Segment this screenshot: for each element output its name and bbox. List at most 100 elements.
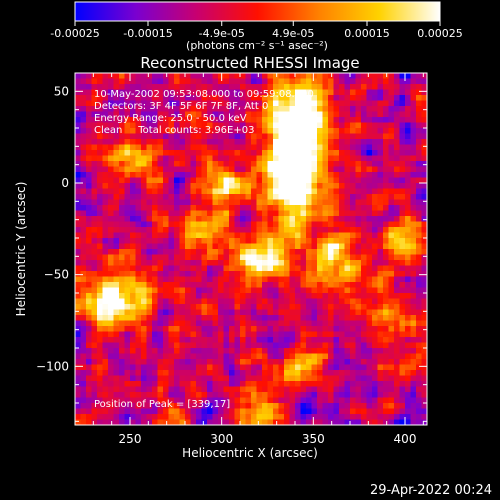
heatmap-cell [218,111,224,118]
heatmap-cell [163,161,169,167]
heatmap-cell [399,238,406,244]
heatmap-cell [179,205,186,211]
heatmap-cell [119,375,125,382]
heatmap-cell [240,122,246,129]
heatmap-cell [333,397,340,404]
heatmap-cell [350,381,356,387]
heatmap-cell [141,397,147,404]
heatmap-cell [339,271,345,277]
heatmap-cell [350,183,356,189]
heatmap-cell [306,331,312,338]
heatmap-cell [383,386,389,393]
heatmap-cell [278,172,285,178]
heatmap-cell [377,227,384,233]
heatmap-cell [295,227,301,233]
heatmap-cell [300,249,307,255]
heatmap-cell [196,199,202,206]
heatmap-cell [240,375,246,382]
heatmap-cell [245,381,252,387]
heatmap-cell [306,254,312,261]
heatmap-cell [97,265,103,272]
heatmap-cell [372,249,378,255]
heatmap-cell [416,397,422,404]
heatmap-cell [102,364,109,371]
heatmap-cell [311,326,318,332]
heatmap-cell [185,282,191,288]
heatmap-cell [212,364,219,371]
heatmap-cell [278,331,285,338]
heatmap-cell [179,331,186,338]
heatmap-cell [410,337,417,343]
heatmap-cell [311,133,318,140]
heatmap-cell [339,370,345,376]
heatmap-cell [399,254,406,261]
heatmap-cell [196,403,202,409]
heatmap-cell [97,282,103,288]
heatmap-cell [86,326,92,332]
heatmap-cell [240,166,246,173]
heatmap-cell [168,254,175,261]
heatmap-cell [361,337,367,343]
heatmap-cell [366,364,373,371]
heatmap-cell [262,348,268,354]
heatmap-cell [152,172,158,178]
heatmap-cell [146,364,153,371]
heatmap-cell [366,232,373,239]
heatmap-cell [108,359,114,365]
heatmap-cell [75,408,81,415]
heatmap-cell [86,139,92,145]
heatmap-cell [80,216,87,222]
heatmap-cell [317,342,323,349]
heatmap-cell [124,84,131,90]
heatmap-cell [383,221,389,228]
heatmap-cell [185,359,191,365]
heatmap-cell [179,293,186,299]
heatmap-cell [399,265,406,272]
heatmap-cell [91,188,98,195]
heatmap-cell [350,122,356,129]
heatmap-cell [163,227,169,233]
heatmap-cell [361,386,367,393]
heatmap-cell [328,386,334,393]
heatmap-cell [179,364,186,371]
heatmap-cell [113,117,120,123]
heatmap-cell [344,122,351,129]
heatmap-cell [190,337,197,343]
heatmap-cell [372,139,378,145]
heatmap-cell [152,287,158,294]
heatmap-cell [355,73,362,79]
heatmap-cell [135,95,142,101]
heatmap-cell [383,293,389,299]
heatmap-cell [234,375,241,382]
heatmap-cell [108,216,114,222]
heatmap-cell [212,326,219,332]
heatmap-cell [179,210,186,217]
heatmap-cell [135,392,142,398]
heatmap-cell [91,199,98,206]
heatmap-cell [262,337,268,343]
heatmap-cell [251,150,257,156]
heatmap-cell [168,326,175,332]
heatmap-cell [97,348,103,354]
heatmap-cell [399,315,406,321]
heatmap-cell [361,287,367,294]
heatmap-cell [300,177,307,184]
heatmap-cell [317,161,323,167]
heatmap-cell [421,161,428,167]
heatmap-cell [361,122,367,129]
heatmap-cell [394,414,400,420]
heatmap-cell [289,155,296,162]
heatmap-cell [218,293,224,299]
heatmap-cell [97,375,103,382]
heatmap-cell [256,309,263,316]
heatmap-cell [102,89,109,96]
heatmap-cell [262,287,268,294]
heatmap-cell [344,414,351,420]
heatmap-cell [157,194,164,200]
heatmap-cell [97,177,103,184]
heatmap-cell [234,397,241,404]
heatmap-cell [421,397,428,404]
heatmap-cell [196,342,202,349]
heatmap-cell [75,139,81,145]
heatmap-cell [91,128,98,134]
